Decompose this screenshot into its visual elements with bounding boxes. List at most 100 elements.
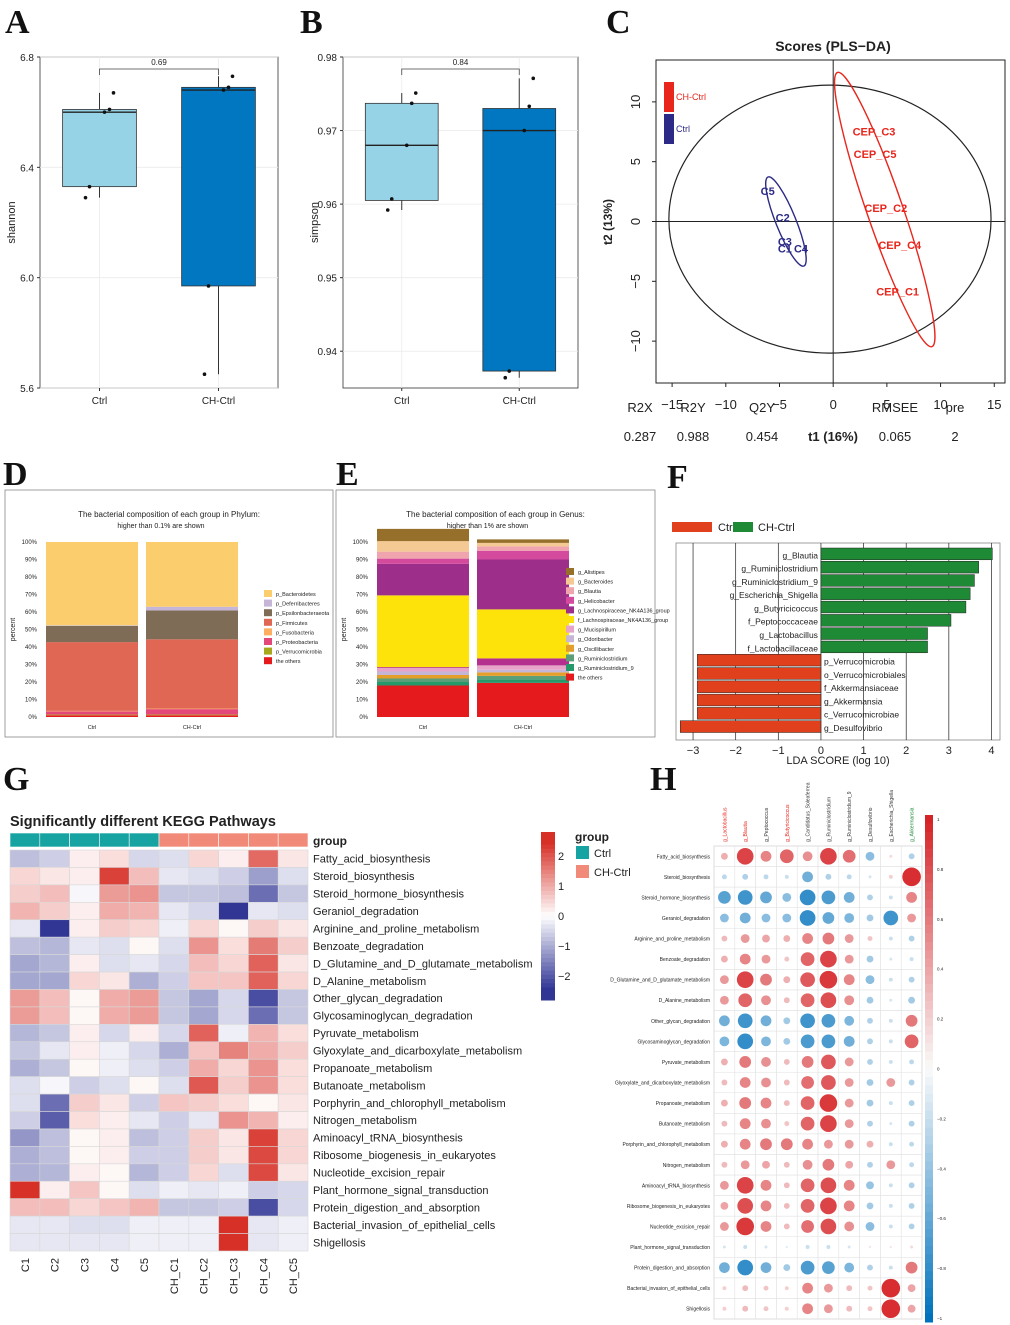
lda-bar [697, 707, 822, 720]
heatmap-cell [99, 936, 130, 955]
heatmap-cell [277, 1041, 309, 1060]
legend-swatch [264, 599, 272, 607]
heatmap-cell [128, 1198, 160, 1217]
row-label: Butanoate_metabolism [313, 1080, 426, 1092]
group-annotation-cell [69, 832, 100, 848]
heatmap-cell [248, 1041, 279, 1060]
heatmap-cell [188, 936, 219, 955]
heatmap-cell [277, 1233, 309, 1252]
row-label: Ribosome_biogenesis_in_eukaryotes [313, 1150, 496, 1162]
legend-swatch [264, 657, 272, 665]
legend-swatch [664, 82, 674, 112]
data-point [202, 372, 207, 377]
x-tick-label: −3 [687, 745, 700, 757]
correlation-dot [801, 1056, 814, 1068]
group-annotation-cell [248, 832, 279, 848]
stat-value: 0.065 [879, 429, 912, 444]
x-tick-label: 15 [987, 397, 1001, 412]
stacked-bar-segment [377, 682, 469, 686]
correlation-dot [908, 1079, 915, 1086]
data-point [87, 184, 92, 189]
heatmap-cell [69, 849, 100, 868]
correlation-dot [866, 1099, 874, 1107]
correlation-dot [820, 1197, 837, 1215]
legend-label: p_Bacteroidetes [276, 592, 316, 598]
row-label: Shigellosis [686, 1307, 710, 1313]
stacked-bar-segment [46, 711, 138, 715]
heatmap-cell [248, 971, 279, 990]
heatmap-cell [99, 902, 130, 921]
scale-segment [541, 932, 555, 938]
heatmap-cell [39, 1180, 70, 1199]
scale-segment [925, 1186, 933, 1196]
y-tick-label: 70% [356, 593, 369, 599]
heatmap-cell [158, 1233, 190, 1252]
data-point [230, 74, 235, 79]
y-tick-label: 100% [353, 540, 369, 546]
legend-swatch [566, 587, 574, 595]
correlation-dot [784, 1286, 789, 1291]
correlation-dot [888, 895, 893, 900]
scale-segment [541, 886, 555, 892]
correlation-dot [907, 913, 917, 923]
correlation-dot [783, 1223, 790, 1230]
correlation-dot [820, 847, 837, 865]
scale-tick-label: −0.4 [937, 1166, 946, 1171]
correlation-dot [760, 1015, 772, 1027]
row-label: Porphyrin_and_chlorophyll_metabolism [313, 1098, 506, 1110]
heatmap-cell [99, 1024, 130, 1043]
heatmap-cell [248, 919, 279, 938]
chart-title: Significantly different KEGG Pathways [10, 814, 276, 830]
correlation-dot [783, 1037, 791, 1045]
correlation-dot [819, 1094, 838, 1112]
correlation-dot [843, 974, 855, 986]
heatmap-cell [69, 1128, 100, 1147]
heatmap-cell [69, 1111, 100, 1130]
heatmap-cell [9, 1076, 41, 1095]
scale-segment [925, 857, 933, 867]
correlation-dot [846, 874, 852, 880]
correlation-dot [868, 875, 872, 879]
legend-label: CH-Ctrl [758, 522, 795, 534]
correlation-dot [888, 1018, 893, 1023]
correlation-dot [784, 874, 789, 879]
scale-segment [925, 992, 933, 1002]
legend-label: Ctrl [718, 522, 735, 534]
column-label: g_Candidatus_Soleaferrea [806, 782, 812, 842]
row-label: Aminoacyl_tRNA_biosynthesis [313, 1133, 463, 1145]
stacked-bar-segment [477, 658, 569, 666]
scale-segment [925, 1051, 933, 1061]
heatmap-cell [69, 1024, 100, 1043]
correlation-dot [888, 1059, 893, 1064]
correlation-dot [802, 1303, 813, 1315]
correlation-dot [800, 1199, 815, 1213]
correlation-dot [865, 975, 875, 985]
correlation-dot [823, 1304, 833, 1314]
correlation-dot [867, 1285, 873, 1291]
point-label: C3 [778, 236, 792, 248]
correlation-dot [783, 976, 791, 984]
scale-segment [925, 1153, 933, 1162]
legend-label: g_Blautia [578, 589, 602, 595]
lda-bar [820, 640, 928, 654]
legend-label: p_Verrucomicrobia [276, 650, 323, 656]
correlation-dot [866, 1202, 874, 1210]
column-label: C2 [50, 1258, 62, 1272]
correlation-dot [737, 890, 753, 905]
scale-segment [541, 861, 555, 867]
stacked-bar-segment [377, 685, 469, 717]
scale-segment [541, 903, 555, 909]
heatmap-cell [248, 1093, 279, 1112]
correlation-dot [739, 1077, 751, 1088]
row-label: Fatty_acid_biosynthesis [313, 854, 431, 866]
correlation-dot [908, 1120, 915, 1127]
heatmap-cell [218, 1146, 249, 1165]
correlation-dot [784, 1121, 790, 1127]
stacked-bar-segment [477, 675, 569, 680]
heatmap-cell [69, 1215, 100, 1234]
correlation-dot [783, 997, 790, 1004]
scale-segment [541, 907, 555, 913]
x-tick-label: 5 [883, 397, 890, 412]
heatmap-cell [9, 902, 41, 921]
scale-segment [925, 933, 933, 943]
